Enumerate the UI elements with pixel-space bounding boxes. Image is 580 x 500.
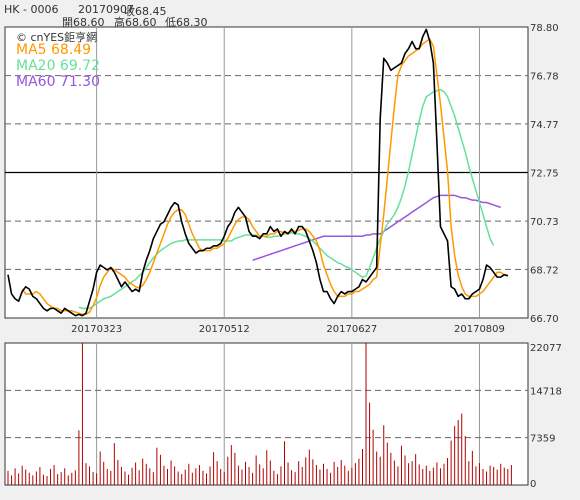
price-y-tick-label: 72.75 [530, 169, 559, 180]
close-price: 收68.45 [124, 5, 167, 18]
legend-ma20: MA20 69.72 [16, 58, 100, 74]
ticker-code: HK - 0006 [4, 3, 59, 16]
open-price: 開68.60 [62, 16, 105, 29]
volume-y-tick-label: 14718 [530, 386, 562, 397]
price-y-tick-label: 70.73 [530, 217, 559, 228]
volume-y-tick-label: 22077 [530, 343, 562, 354]
high-price: 高68.60 [114, 16, 157, 29]
price-y-tick-label: 74.77 [530, 120, 559, 131]
x-tick-label: 20170627 [326, 324, 377, 335]
legend-ma5: MA5 68.49 [16, 42, 92, 58]
x-tick-label: 20170512 [199, 324, 250, 335]
price-y-tick-label: 66.70 [530, 314, 559, 325]
low-price: 低68.30 [165, 16, 208, 29]
quote-date: 20170907 [78, 3, 134, 16]
price-y-tick-label: 78.80 [530, 23, 559, 34]
volume-y-tick-label: 0 [530, 479, 536, 490]
series-line-price [7, 28, 509, 317]
source-watermark: © cnYES鉅亨網 [16, 31, 98, 44]
legend-ma60: MA60 71.30 [16, 74, 100, 90]
price-y-tick-label: 76.78 [530, 72, 559, 83]
x-tick-label: 20170323 [71, 324, 122, 335]
series-line-ma5 [21, 38, 508, 316]
x-tick-label: 20170809 [454, 324, 505, 335]
volume-y-tick-label: 7359 [530, 434, 555, 445]
price-y-tick-label: 68.72 [530, 265, 559, 276]
series-line-ma60 [252, 194, 501, 261]
